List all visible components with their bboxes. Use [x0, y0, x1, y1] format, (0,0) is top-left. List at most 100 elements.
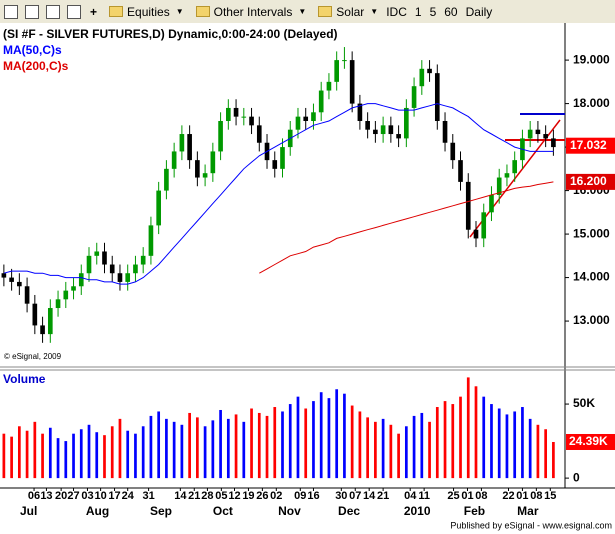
menu[interactable]: Equities [127, 4, 170, 19]
volume-bar [64, 441, 68, 479]
candle-body [504, 173, 510, 178]
volume-bar [25, 430, 29, 479]
button[interactable]: Daily [465, 4, 493, 19]
x-tick-label: 08 [530, 490, 542, 502]
candle-body [272, 160, 278, 169]
volume-bar [211, 420, 215, 479]
candle-body [527, 129, 533, 139]
volume-bar [273, 407, 277, 479]
x-tick-label: 14 [174, 490, 187, 502]
y-tick-label: 14.000 [573, 270, 610, 284]
candle-body [427, 68, 432, 74]
volume-bar [79, 429, 83, 479]
candle-body [226, 107, 231, 121]
volume-bar [257, 412, 261, 479]
candle-body [450, 142, 456, 161]
candle-body [303, 116, 309, 121]
add-button[interactable]: + [90, 4, 98, 19]
volume-bar [327, 398, 331, 479]
candle-body [210, 151, 216, 174]
x-tick-label: 08 [475, 490, 487, 502]
volume-bar [242, 421, 246, 479]
candle-body [40, 325, 45, 335]
candle-body [396, 134, 401, 139]
menu[interactable]: Solar [336, 4, 365, 19]
volume-bar [497, 408, 501, 479]
volume-bar [250, 408, 253, 479]
chart: (SI #F - SILVER FUTURES,D) Dynamic,0:00-… [0, 23, 615, 534]
volume-bar [226, 418, 230, 479]
volume-bar [466, 377, 470, 479]
button[interactable]: 1 [414, 4, 422, 19]
legend-entry: MA(200,C)s [3, 59, 69, 73]
volume-bar [482, 396, 486, 479]
price-label-box [566, 137, 615, 154]
candle-body [241, 116, 247, 118]
volume-bar [87, 424, 91, 479]
arrow: ▼ [298, 7, 307, 16]
candle-body [442, 120, 448, 143]
x-tick-label: 13 [40, 490, 52, 502]
candle-body [94, 251, 100, 256]
volume-bar [281, 411, 284, 479]
volume-bar [474, 386, 478, 479]
button[interactable]: 5 [429, 4, 437, 19]
volume-bar [103, 435, 106, 479]
x-tick-label: 25 [447, 490, 459, 502]
y-tick-label: 13.000 [573, 313, 610, 327]
candle-body [458, 160, 463, 182]
candle-body [1, 273, 7, 278]
candle-body [334, 60, 339, 82]
volume-bar [110, 426, 114, 479]
volume-bar [335, 389, 339, 479]
x-tick-label: 09 [294, 490, 306, 502]
volume-bar [234, 414, 238, 479]
x-tick-label: 05 [215, 490, 227, 502]
x-tick-label: 27 [67, 490, 79, 502]
volume-bar [165, 418, 168, 479]
button[interactable]: 60 [444, 4, 458, 19]
volume-bar [435, 407, 439, 479]
candle-body [481, 212, 487, 239]
folder-icon [195, 6, 210, 17]
month-label: Feb [464, 504, 485, 518]
volume-bar [17, 426, 21, 479]
icon[interactable] [67, 4, 81, 19]
volume-bar [149, 415, 153, 479]
candle-body [47, 308, 53, 335]
candle-body [280, 147, 285, 169]
volume-bar [48, 427, 52, 479]
x-tick-label: 01 [461, 490, 473, 502]
candle-body [148, 225, 154, 256]
x-tick-label: 02 [270, 490, 282, 502]
candle-body [465, 181, 471, 230]
x-tick-label: 04 [404, 490, 417, 502]
icon[interactable] [25, 4, 39, 19]
month-label: 2010 [404, 504, 431, 518]
candle-body [102, 251, 107, 265]
volume-bar [528, 418, 532, 479]
candle-body [326, 81, 332, 91]
candle-body [55, 299, 61, 309]
volume-bar [172, 421, 176, 479]
month-label: Mar [517, 504, 539, 518]
candle-body [133, 264, 138, 274]
x-tick-label: 31 [142, 490, 154, 502]
candle-body [17, 281, 22, 287]
volume-bar [33, 421, 37, 479]
icon[interactable] [4, 4, 18, 19]
volume-bar [288, 404, 292, 479]
candle-body [86, 255, 92, 274]
menu[interactable]: Other Intervals [213, 4, 293, 19]
month-label: Oct [213, 504, 233, 518]
button[interactable]: IDC [386, 4, 407, 19]
icon[interactable] [46, 4, 60, 19]
volume-bar [443, 401, 447, 479]
month-label: Jul [20, 504, 37, 518]
candle-body [496, 177, 502, 195]
candle-body [179, 134, 185, 152]
candle-body [512, 160, 518, 174]
volume-label-box [566, 433, 615, 450]
candle-body [434, 73, 440, 121]
